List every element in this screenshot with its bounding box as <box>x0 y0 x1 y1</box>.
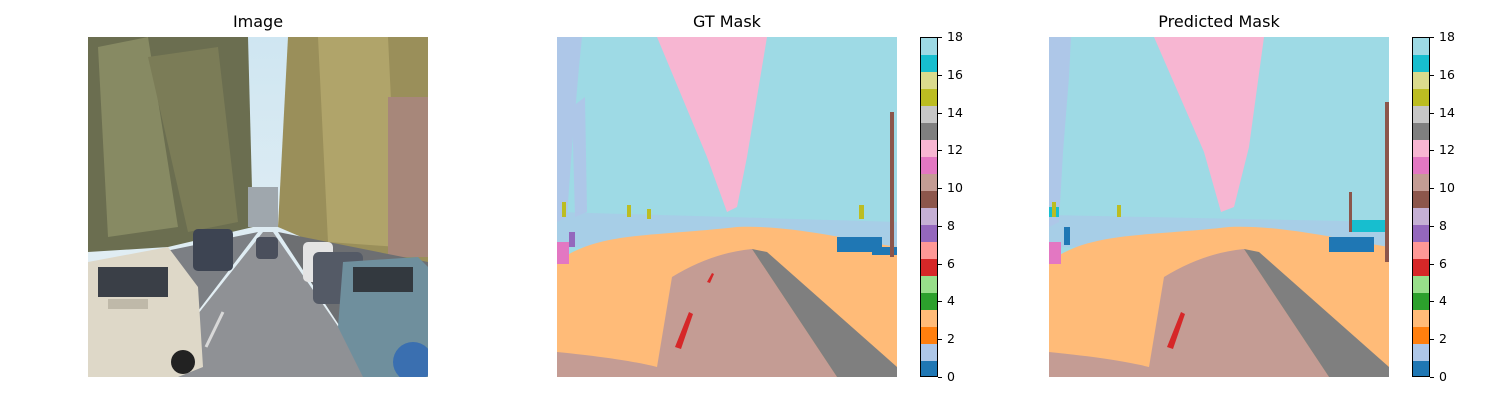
colorbar-tick-label: 4 <box>938 295 955 307</box>
colorbar-segment <box>921 106 937 123</box>
colorbar-segment <box>1413 208 1429 225</box>
colorbar-segment <box>1413 89 1429 106</box>
colorbar-tick-label: 0 <box>1430 370 1447 383</box>
colorbar-segment <box>1413 242 1429 259</box>
colorbar-segment <box>1413 174 1429 191</box>
colorbar-segment <box>1413 310 1429 327</box>
colorbar-segment <box>921 72 937 89</box>
colorbar-segment <box>921 310 937 327</box>
gt-mask-title: GT Mask <box>693 12 761 31</box>
colorbar-segment <box>1413 293 1429 310</box>
gt-mask <box>557 37 897 377</box>
colorbar-segment <box>1413 327 1429 344</box>
colorbar-segment <box>1413 191 1429 208</box>
colorbar-segment <box>921 157 937 174</box>
colorbar-segment <box>1413 106 1429 123</box>
colorbar-segment <box>1413 225 1429 242</box>
image-title: Image <box>232 12 284 31</box>
colorbar-segment <box>921 293 937 310</box>
colorbar-tick-label: 18 <box>938 30 963 43</box>
colorbar-tick-label: 14 <box>938 106 963 119</box>
colorbar-tick-label: 4 <box>1430 295 1447 307</box>
colorbar-segment <box>921 208 937 225</box>
colorbar-segment <box>1413 55 1429 72</box>
gt-colorbar-ticks: 0 2 4 6 8 10 12 14 16 18 <box>938 30 983 383</box>
gt-colorbar <box>920 37 938 377</box>
colorbar-segment <box>921 225 937 242</box>
pred-colorbar-ticks: 0 2 4 6 8 10 12 14 16 18 <box>1430 30 1475 383</box>
colorbar-tick-label: 0 <box>938 370 955 383</box>
colorbar-segment <box>921 89 937 106</box>
colorbar-tick-label: 8 <box>938 219 955 232</box>
colorbar-segment <box>921 361 937 376</box>
colorbar-segment <box>1413 259 1429 276</box>
colorbar-segment <box>921 191 937 208</box>
predicted-mask-title: Predicted Mask <box>1158 12 1280 31</box>
colorbar-segment <box>1413 140 1429 157</box>
colorbar-segment <box>921 276 937 293</box>
colorbar-segment <box>921 259 937 276</box>
colorbar-segment <box>921 55 937 72</box>
colorbar-segment <box>1413 123 1429 140</box>
colorbar-tick-label: 6 <box>938 257 955 270</box>
colorbar-tick-label: 8 <box>1430 219 1447 232</box>
street-photo <box>88 37 428 377</box>
colorbar-segment <box>921 123 937 140</box>
colorbar-segment <box>1413 361 1429 376</box>
colorbar-tick-label: 2 <box>938 332 955 345</box>
colorbar-segment <box>921 140 937 157</box>
predicted-mask <box>1049 37 1389 377</box>
colorbar-segment <box>1413 276 1429 293</box>
colorbar-tick-label: 14 <box>1430 106 1455 119</box>
colorbar-segment <box>921 242 937 259</box>
colorbar-segment <box>1413 344 1429 361</box>
colorbar-segment <box>1413 38 1429 55</box>
colorbar-tick-label: 10 <box>938 181 963 194</box>
pred-colorbar <box>1412 37 1430 377</box>
colorbar-tick-label: 2 <box>1430 332 1447 345</box>
colorbar-segment <box>921 327 937 344</box>
colorbar-segment <box>921 344 937 361</box>
colorbar-segment <box>921 38 937 55</box>
colorbar-segment <box>1413 72 1429 89</box>
colorbar-tick-label: 10 <box>1430 181 1455 194</box>
colorbar-segment <box>1413 157 1429 174</box>
colorbar-tick-label: 12 <box>1430 144 1455 156</box>
colorbar-tick-label: 16 <box>938 68 963 81</box>
colorbar-tick-label: 12 <box>938 144 963 156</box>
colorbar-segment <box>921 174 937 191</box>
colorbar-tick-label: 6 <box>1430 257 1447 270</box>
colorbar-tick-label: 18 <box>1430 30 1455 43</box>
colorbar-tick-label: 16 <box>1430 68 1455 81</box>
